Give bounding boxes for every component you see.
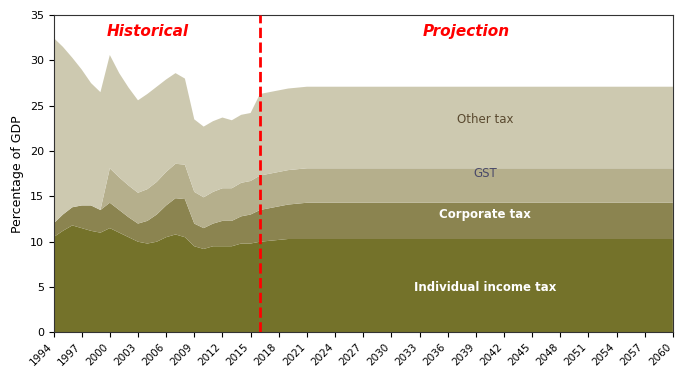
Y-axis label: Percentage of GDP: Percentage of GDP (11, 115, 24, 233)
Text: Individual income tax: Individual income tax (414, 280, 556, 294)
Text: GST: GST (473, 167, 497, 180)
Text: Other tax: Other tax (457, 113, 514, 126)
Text: Corporate tax: Corporate tax (439, 208, 531, 221)
Text: Projection: Projection (423, 24, 510, 39)
Text: Historical: Historical (106, 24, 188, 39)
